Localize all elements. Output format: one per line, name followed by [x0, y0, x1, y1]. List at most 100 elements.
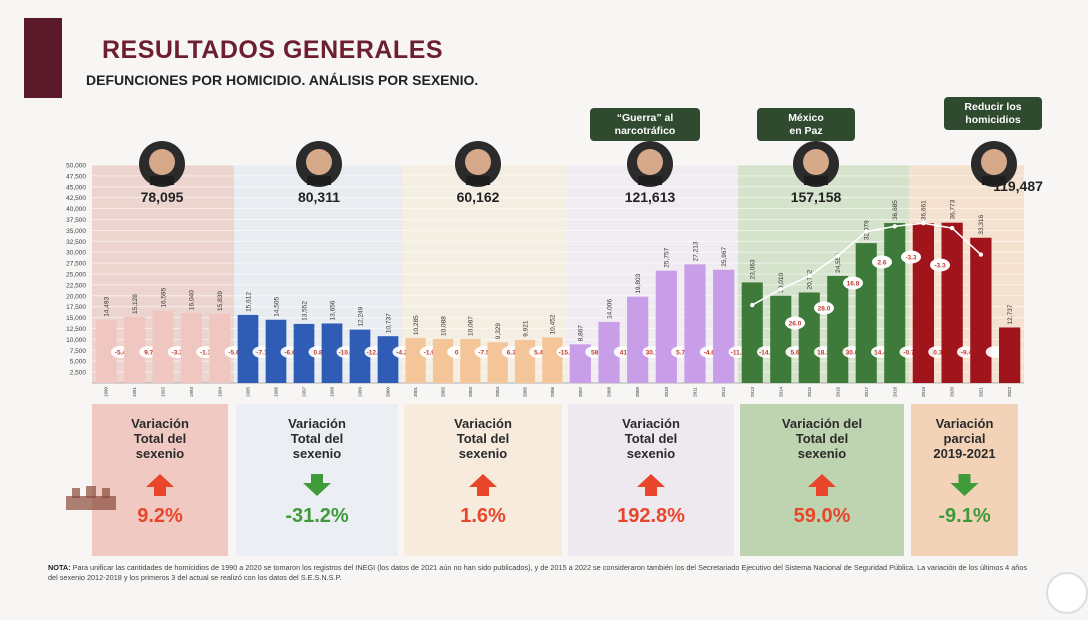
portrait-face [465, 149, 491, 175]
bar [293, 323, 315, 383]
change-label: -12.3 [367, 349, 382, 356]
bar [827, 275, 849, 383]
bar-value-label: 15,128 [132, 294, 139, 314]
bar-value-label: 20,762 [807, 269, 814, 289]
change-label: -3.3 [172, 349, 184, 356]
portrait-suit [150, 176, 174, 185]
year-label: 1991 [132, 386, 137, 397]
bar-value-label: 15,839 [217, 291, 224, 311]
bar-value-label: 9,921 [522, 320, 529, 337]
variation-label: Total del [625, 431, 677, 446]
portrait-face [637, 149, 663, 175]
era-badge-line2: homicidios [965, 114, 1021, 126]
sexenio-total: 119,487 [993, 178, 1043, 194]
bar [970, 237, 992, 383]
trend-bubble [785, 316, 805, 330]
bar [741, 282, 763, 383]
change-label: 41 [620, 349, 628, 356]
bar-value-label: 24,559 [835, 253, 842, 273]
gobierno-logo-icon [66, 486, 116, 510]
bar [377, 336, 399, 383]
bar [237, 314, 259, 383]
change-label: -6.6 [284, 349, 296, 356]
change-label: -4.2 [396, 349, 408, 356]
year-label: 2019 [921, 386, 926, 397]
era-badge-line2: en Paz [789, 125, 822, 137]
change-label: -5.4 [115, 349, 127, 356]
variation-label: sexenio [798, 446, 846, 461]
y-tick-label: 10,000 [66, 337, 86, 344]
bar-value-label: 36,773 [949, 199, 956, 219]
bar [514, 339, 536, 383]
variation-label: sexenio [627, 446, 675, 461]
y-tick-label: 35,000 [66, 228, 86, 235]
change-label: 0 [455, 349, 459, 356]
homicide-chart: 2,500 5,000 7,500 10,000 12,500 15,000 17,500 2… [66, 97, 1043, 556]
y-tick-label: 22,500 [66, 282, 86, 289]
bar [770, 295, 792, 383]
seal-logo-icon [1046, 572, 1088, 614]
variation-label: Total del [291, 431, 343, 446]
portrait-face [981, 149, 1007, 175]
sexenio-total: 78,095 [141, 189, 184, 205]
era-badge-line1: México [788, 112, 824, 124]
bar-value-label: 36,661 [921, 200, 928, 220]
era-badge-line1: “Guerra” al [617, 112, 674, 124]
trend-bubble [901, 250, 921, 264]
bar-value-label: 19,803 [635, 273, 642, 293]
bar-value-label: 15,612 [245, 292, 252, 312]
bar [349, 329, 371, 383]
y-tick-label: 37,500 [66, 217, 86, 224]
y-tick-label: 40,000 [66, 206, 86, 213]
variation-label: Total del [134, 431, 186, 446]
sexenio-total: 80,311 [298, 189, 340, 205]
y-tick-label: 2,500 [70, 370, 87, 377]
y-tick-label: 42,500 [66, 195, 86, 202]
era-badge-line1: Reducir los [964, 101, 1021, 113]
trend-bubble-label: -3.3 [934, 262, 946, 269]
bar-value-label: 13,656 [329, 300, 336, 320]
year-label: 1995 [246, 386, 251, 397]
bar-value-label: 14,006 [606, 299, 613, 319]
trend-bubble [843, 276, 863, 290]
variation-label: sexenio [136, 446, 184, 461]
variation-label: Variación [288, 416, 346, 431]
bar-value-label: 20,010 [778, 272, 785, 292]
bar-value-label: 10,088 [440, 316, 447, 336]
arrow-up-icon [637, 474, 665, 496]
bar [321, 323, 343, 383]
trend-bubble [814, 301, 834, 315]
change-label: 5.4 [534, 349, 543, 356]
president-portrait-icon [627, 141, 673, 187]
arrow-up-icon [146, 474, 174, 496]
change-label: 0.8 [313, 349, 322, 356]
bar [405, 338, 426, 383]
year-label: 1993 [189, 386, 194, 397]
variation-value: -9.1% [938, 505, 990, 527]
president-portrait-icon [971, 141, 1017, 187]
year-label: 2021 [978, 386, 983, 397]
arrow-up-icon [808, 474, 836, 496]
year-label: 1997 [302, 386, 307, 397]
arrow-down-icon [303, 474, 331, 496]
year-label: 2008 [607, 386, 612, 397]
bar-value-label: 16,040 [189, 290, 196, 310]
year-label: 2000 [386, 386, 391, 397]
y-tick-label: 50,000 [66, 163, 86, 170]
bar-value-label: 12,249 [357, 306, 364, 326]
variation-label: sexenio [293, 446, 341, 461]
bar-value-label: 36,685 [892, 200, 899, 220]
change-label: 58 [591, 349, 599, 356]
bar-value-label: 14,493 [104, 297, 111, 317]
y-tick-label: 47,500 [66, 173, 86, 180]
change-label: -1.9 [424, 349, 436, 356]
year-label: 1994 [217, 386, 222, 397]
trend-bubble-label: 16.8 [847, 280, 860, 287]
bar [941, 222, 963, 383]
sexenio-total: 121,613 [625, 189, 676, 205]
change-label: -7.5 [478, 349, 490, 356]
president-portrait-icon [296, 141, 342, 187]
portrait-face [149, 149, 175, 175]
bar [460, 339, 481, 383]
bar [713, 269, 735, 383]
